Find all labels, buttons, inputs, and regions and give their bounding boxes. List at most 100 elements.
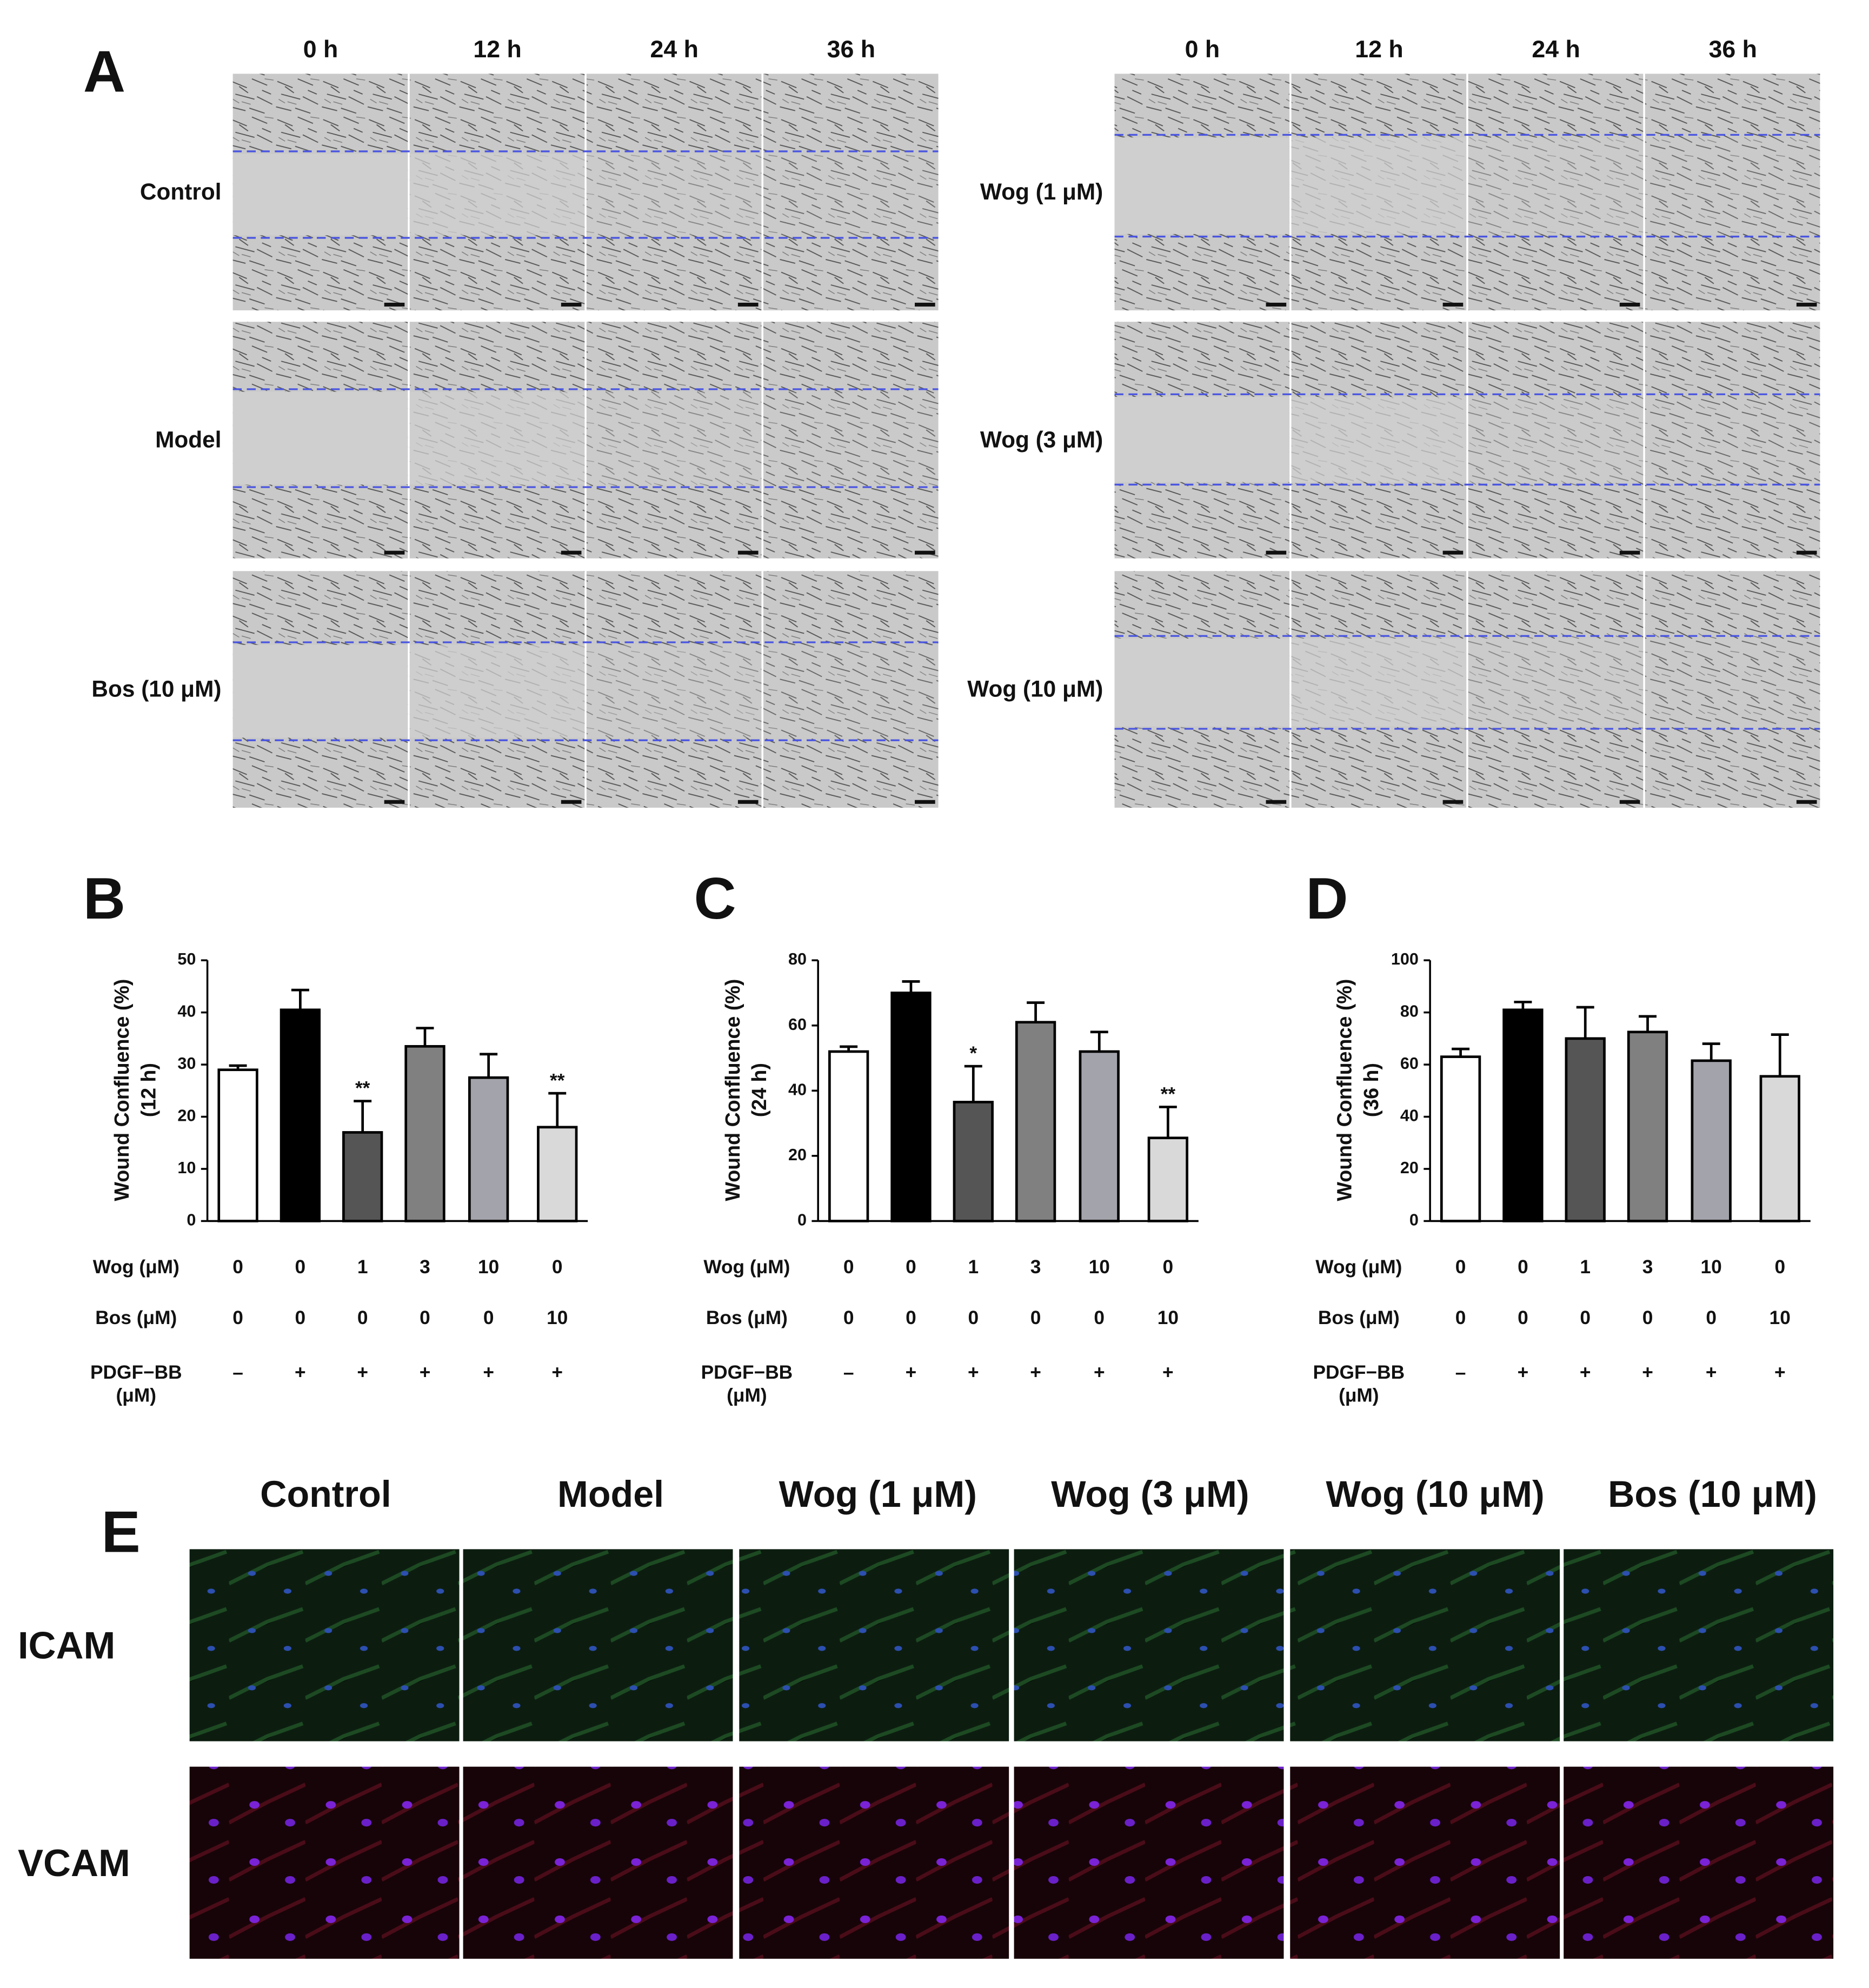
row-label: Bos (10 μM): [91, 676, 221, 702]
condition-label: (μM): [1339, 1385, 1379, 1406]
condition-value: 0: [843, 1256, 854, 1278]
wound-area: [1114, 137, 1290, 234]
condition-value: 0: [552, 1256, 563, 1278]
scale-bar: [384, 800, 405, 804]
error-bar: [964, 1065, 982, 1102]
error-bar: [1027, 1001, 1045, 1022]
condition-value: 0: [1094, 1307, 1105, 1328]
column-header: Bos (10 μM): [1608, 1474, 1817, 1515]
micrograph: [1468, 322, 1644, 558]
column-header: 12 h: [473, 36, 521, 63]
column-header: 0 h: [303, 36, 338, 63]
condition-value: 0: [1455, 1256, 1466, 1278]
condition-value: 0: [232, 1307, 243, 1328]
panel-label: C: [694, 866, 736, 931]
scale-bar: [1796, 800, 1817, 804]
condition-label: Bos (μM): [95, 1307, 177, 1328]
y-axis-label: Wound Confluence (%): [721, 979, 744, 1201]
condition-label: PDGF−BB: [1313, 1362, 1405, 1383]
scale-bar: [737, 302, 759, 307]
condition-label: (μM): [727, 1385, 767, 1406]
condition-value: +: [1030, 1362, 1041, 1383]
bar: [1691, 1059, 1732, 1222]
condition-value: 3: [1642, 1256, 1653, 1278]
condition-value: 0: [1518, 1256, 1528, 1278]
scale-bar: [384, 550, 405, 555]
wound-area: [1291, 638, 1467, 727]
condition-value: +: [968, 1362, 979, 1383]
micrograph: [1645, 322, 1820, 558]
wound-area: [409, 154, 585, 236]
condition-value: +: [420, 1362, 431, 1383]
condition-value: 0: [295, 1256, 306, 1278]
fluorescence-image: [739, 1549, 1009, 1741]
wound-area: [1645, 137, 1820, 234]
condition-value: 0: [483, 1307, 494, 1328]
y-tick-label: 40: [788, 1080, 807, 1099]
condition-value: 10: [1701, 1256, 1722, 1278]
bar: [280, 1008, 321, 1222]
condition-value: +: [906, 1362, 917, 1383]
error-bar: [480, 1053, 498, 1078]
condition-value: 0: [420, 1307, 430, 1328]
panel-label: A: [83, 39, 125, 104]
bar: [1079, 1050, 1120, 1222]
fluorescence-image: [1290, 1766, 1560, 1959]
condition-value: 0: [906, 1256, 916, 1278]
bar: [1015, 1021, 1056, 1222]
y-axis-label: (12 h): [137, 1063, 160, 1117]
scale-bar: [1796, 550, 1817, 555]
error-bar: [354, 1100, 372, 1133]
condition-value: –: [1455, 1362, 1466, 1383]
bar: [342, 1131, 383, 1222]
error-bar: [1576, 1006, 1594, 1039]
bar: [1627, 1030, 1668, 1222]
scale-bar: [915, 800, 935, 804]
column-header: 0 h: [1185, 36, 1220, 63]
panel-label: E: [101, 1499, 140, 1564]
scale-bar: [1619, 800, 1640, 804]
micrograph: [763, 74, 939, 311]
wound-area: [232, 644, 408, 738]
condition-value: 0: [295, 1307, 306, 1328]
row-label: Wog (10 μM): [967, 676, 1103, 702]
y-tick-label: 20: [1400, 1159, 1419, 1177]
fluorescence-image: [463, 1549, 733, 1741]
condition-label: (μM): [116, 1385, 156, 1406]
wound-area: [1645, 638, 1820, 727]
bar: [1565, 1037, 1606, 1222]
row-label: Control: [140, 179, 222, 204]
wound-area: [763, 391, 939, 485]
condition-value: +: [1706, 1362, 1717, 1383]
condition-value: 0: [1706, 1307, 1717, 1328]
condition-value: 0: [843, 1307, 854, 1328]
bar: [217, 1068, 258, 1222]
significance-label: **: [550, 1070, 565, 1091]
y-tick-label: 60: [788, 1015, 807, 1034]
wound-area: [1468, 137, 1644, 234]
y-tick-label: 20: [177, 1107, 196, 1125]
panel-label: D: [1306, 866, 1348, 931]
scale-bar: [1266, 302, 1287, 307]
condition-value: –: [232, 1362, 243, 1383]
wound-area: [232, 391, 408, 485]
error-bar: [902, 980, 920, 993]
error-bar: [416, 1027, 434, 1047]
y-tick-label: 30: [177, 1054, 196, 1073]
condition-value: +: [1162, 1362, 1174, 1383]
error-bar: [291, 988, 309, 1010]
y-tick-label: 0: [187, 1211, 196, 1229]
error-bar: [1514, 1000, 1532, 1010]
bar: [468, 1076, 509, 1222]
wound-area: [1645, 396, 1820, 482]
scale-bar: [561, 302, 582, 307]
wound-area: [586, 391, 762, 485]
condition-value: 3: [420, 1256, 430, 1278]
significance-label: **: [355, 1078, 370, 1099]
condition-value: 0: [1030, 1307, 1041, 1328]
fluorescence-image: [1564, 1549, 1834, 1741]
column-header: Wog (1 μM): [779, 1474, 977, 1515]
fluorescence-image: [1014, 1766, 1284, 1959]
